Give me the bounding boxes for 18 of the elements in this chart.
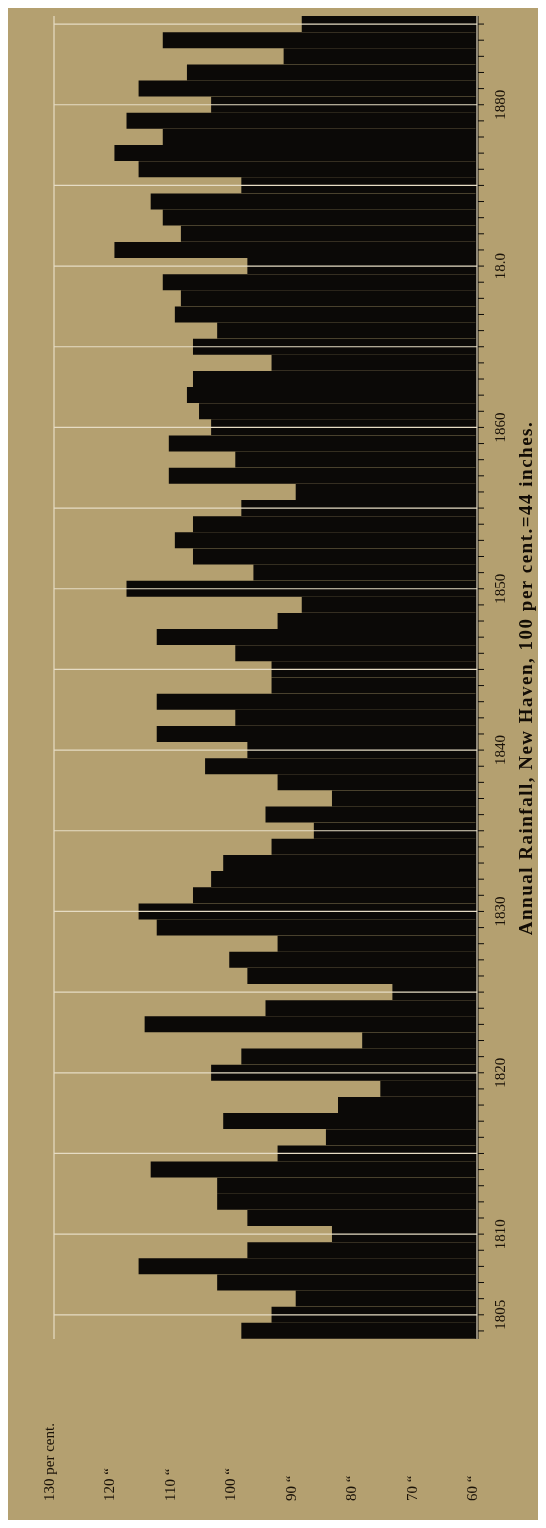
x-tick-label: 60 “	[464, 1475, 480, 1501]
x-tick-label: 80 “	[343, 1475, 360, 1501]
text: Annual Rainfall, New Haven, 100 per cent.=44 inches.	[515, 420, 537, 935]
x-tick-label: 100 “	[222, 1467, 239, 1501]
x-tick-label: 70 “	[403, 1475, 420, 1501]
y-tick-label: 1880	[492, 89, 508, 120]
y-tick-label: 18.0	[492, 252, 508, 280]
y-tick-label: 1810	[492, 1219, 508, 1250]
x-tick-label: 110 “	[161, 1468, 178, 1501]
y-tick-label: 1830	[492, 896, 508, 927]
x-tick-label: 120 “	[101, 1467, 118, 1501]
y-tick-label: 1805	[492, 1299, 508, 1330]
y-tick-label: 1840	[492, 735, 508, 766]
x-tick-label: 90 “	[282, 1475, 299, 1501]
y-tick-label: 1860	[492, 412, 508, 443]
y-tick-label: 1820	[492, 1057, 508, 1088]
x-tick-label: 130 per cent.	[41, 1423, 57, 1501]
y-tick-label: 1850	[492, 573, 508, 604]
